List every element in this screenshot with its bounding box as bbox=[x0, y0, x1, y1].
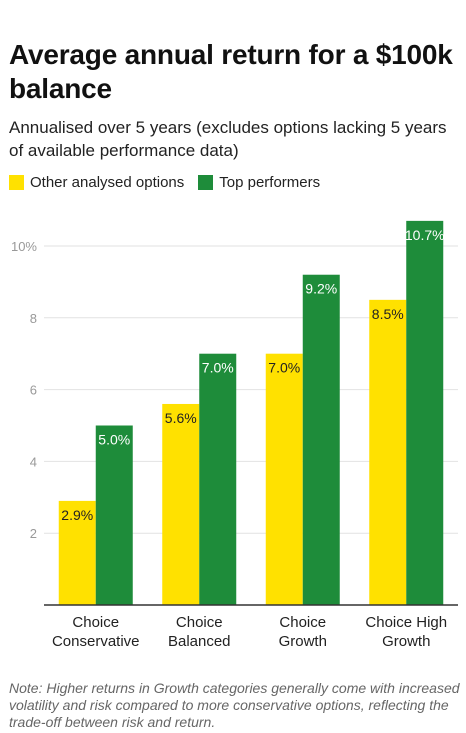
bar bbox=[265, 353, 303, 605]
legend-label-other: Other analysed options bbox=[30, 174, 185, 191]
y-tick-label: 10% bbox=[11, 239, 37, 254]
bar bbox=[162, 403, 200, 605]
bar bbox=[406, 220, 444, 605]
legend-item-top: Top performers bbox=[198, 174, 320, 191]
bar bbox=[58, 500, 96, 605]
data-label: 2.9% bbox=[61, 507, 93, 523]
chart-subtitle: Annualised over 5 years (excludes option… bbox=[9, 118, 447, 160]
x-category-label: Choice High bbox=[365, 614, 447, 631]
x-category-label: Balanced bbox=[168, 633, 231, 650]
x-category-label: Choice bbox=[72, 614, 119, 631]
bar bbox=[95, 425, 133, 605]
bar bbox=[199, 353, 237, 605]
x-category-label: Growth bbox=[279, 633, 327, 650]
legend-label-top: Top performers bbox=[219, 174, 321, 191]
legend-swatch-other bbox=[9, 175, 24, 190]
legend: Other analysed options Top performers bbox=[9, 174, 334, 191]
data-label: 10.7% bbox=[405, 227, 445, 243]
x-category-label: Conservative bbox=[52, 633, 140, 650]
y-tick-label: 8 bbox=[30, 311, 37, 326]
data-label: 9.2% bbox=[305, 281, 337, 297]
bar bbox=[302, 274, 340, 605]
data-label: 8.5% bbox=[372, 306, 404, 322]
chart-title: Average annual return for a $100k balanc… bbox=[9, 39, 453, 104]
x-category-label: Choice bbox=[279, 614, 326, 631]
footnote: Note: Higher returns in Growth categorie… bbox=[9, 680, 460, 730]
data-label: 5.0% bbox=[98, 432, 130, 448]
x-category-label: Choice bbox=[176, 614, 223, 631]
y-tick-label: 2 bbox=[30, 526, 37, 541]
y-tick-label: 6 bbox=[30, 383, 37, 398]
y-tick-label: 4 bbox=[30, 454, 37, 469]
data-label: 7.0% bbox=[202, 360, 234, 376]
legend-swatch-top bbox=[198, 175, 214, 190]
x-category-label: Growth bbox=[382, 633, 430, 650]
legend-item-other: Other analysed options bbox=[9, 174, 184, 191]
bar bbox=[369, 299, 407, 605]
data-label: 5.6% bbox=[165, 410, 197, 426]
data-label: 7.0% bbox=[268, 360, 300, 376]
